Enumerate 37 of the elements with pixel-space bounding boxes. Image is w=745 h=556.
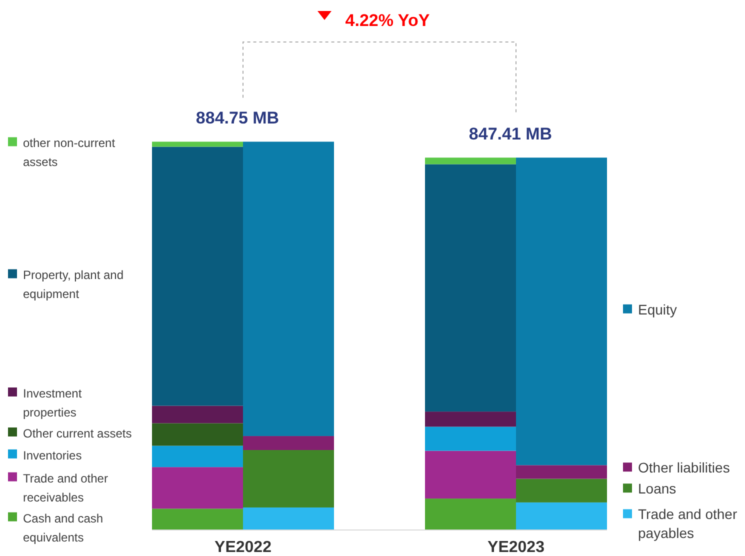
bar: [425, 164, 516, 412]
legend-label: Other liabilities: [638, 460, 730, 476]
text: YE2022: [214, 539, 272, 556]
bar: [516, 502, 607, 530]
legend-label: Equity: [638, 301, 677, 318]
bar: [152, 406, 243, 424]
legend-label: Trade and other payables: [638, 506, 738, 542]
legend-label: Cash and cash equivalents: [23, 511, 104, 544]
bar: [425, 498, 516, 530]
legend-label: other non-current assets: [23, 136, 116, 170]
bar: [152, 146, 243, 406]
legend-label: Other current assets: [23, 426, 132, 440]
bar: [243, 142, 334, 436]
annotation: 884.75 MB: [196, 108, 280, 128]
legend-label: Inventories: [23, 448, 82, 462]
bar: [152, 142, 243, 147]
text: 4.22% YoY: [345, 11, 430, 30]
bar: [425, 450, 516, 499]
bar: [243, 507, 334, 530]
bar: [243, 436, 334, 450]
annotation: 847.41 MB: [468, 124, 552, 144]
bar: [516, 478, 607, 502]
bar: [425, 412, 516, 427]
bar: [425, 426, 516, 451]
bar: [425, 158, 516, 164]
legend-label: Loans: [638, 480, 676, 497]
legend-label: Investment properties: [23, 386, 82, 420]
bar: [152, 423, 243, 446]
legend-label: Property, plant and equipment: [23, 268, 124, 302]
text: YE2023: [488, 539, 545, 556]
bar: [516, 158, 607, 466]
bar: [516, 465, 607, 479]
bar: [152, 467, 243, 509]
bar: [243, 450, 334, 508]
bar: [152, 508, 243, 530]
legend-label: Trade and other receivables: [23, 471, 108, 504]
bar: [152, 446, 243, 468]
